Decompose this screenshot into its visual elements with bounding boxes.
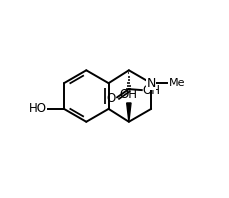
Text: OH: OH	[119, 88, 137, 101]
Text: O: O	[106, 92, 115, 105]
Text: OH: OH	[142, 84, 160, 97]
Text: Me: Me	[168, 78, 184, 88]
Text: N: N	[146, 77, 155, 90]
Text: HO: HO	[28, 102, 46, 115]
Polygon shape	[126, 103, 131, 122]
